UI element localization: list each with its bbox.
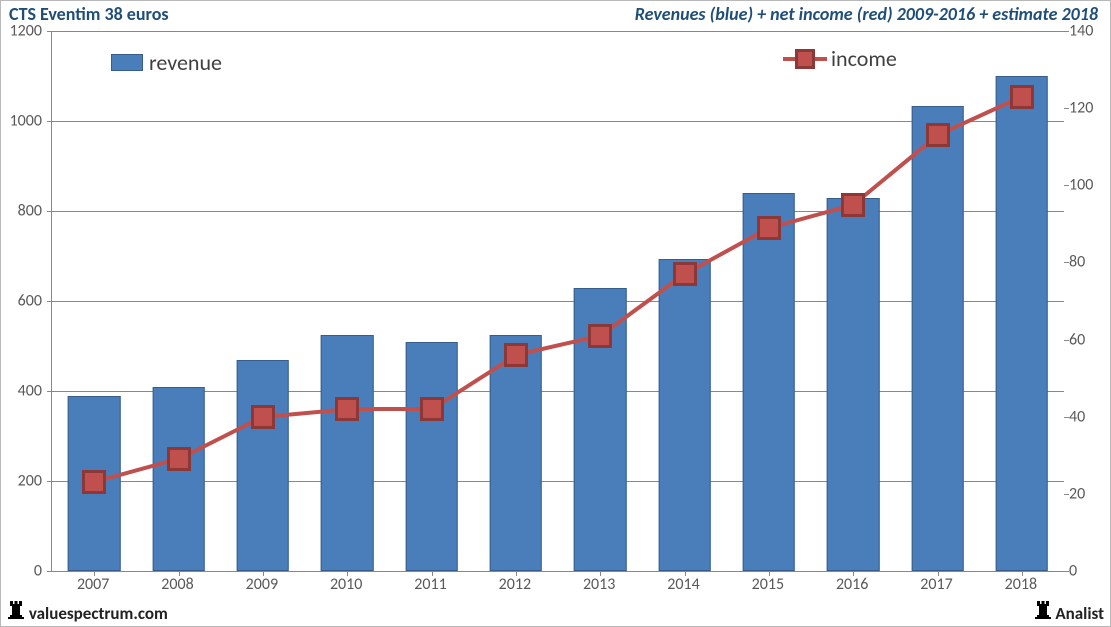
line-marker <box>588 324 612 348</box>
bar <box>237 360 290 571</box>
footer-left: valuespectrum.com <box>7 599 168 624</box>
ytick-left: 600 <box>2 292 42 311</box>
plot-area <box>51 31 1064 572</box>
xtick: 2017 <box>895 575 979 594</box>
chart-header: CTS Eventim 38 euros Revenues (blue) + n… <box>1 1 1110 29</box>
line-marker <box>841 193 865 217</box>
xtick: 2009 <box>220 575 304 594</box>
bar <box>658 259 711 572</box>
ytick-left: 1000 <box>2 112 42 131</box>
plot-wrap <box>51 31 1063 571</box>
chart-container: CTS Eventim 38 euros Revenues (blue) + n… <box>0 0 1111 627</box>
xtick: 2016 <box>810 575 894 594</box>
ytick-left: 200 <box>2 472 42 491</box>
bar <box>152 387 205 571</box>
xtick: 2012 <box>473 575 557 594</box>
line-marker <box>335 397 359 421</box>
legend-swatch-bar <box>111 54 143 71</box>
title-right: Revenues (blue) + net income (red) 2009-… <box>635 3 1098 25</box>
ytick-left: 0 <box>2 562 42 581</box>
xtick: 2010 <box>304 575 388 594</box>
xtick: 2018 <box>979 575 1063 594</box>
ytick-mark-left <box>47 31 52 32</box>
line-marker <box>673 262 697 286</box>
legend-income-label: income <box>831 45 897 72</box>
footer-left-text: valuespectrum.com <box>29 603 168 624</box>
ytick-right: 140 <box>1069 22 1109 41</box>
line-marker <box>82 470 106 494</box>
footer: valuespectrum.com Analist <box>7 599 1104 624</box>
ytick-mark-left <box>47 121 52 122</box>
xtick: 2008 <box>136 575 220 594</box>
bar <box>405 342 458 571</box>
xtick: 2015 <box>726 575 810 594</box>
ytick-right: 120 <box>1069 99 1109 118</box>
xtick: 2007 <box>51 575 135 594</box>
rook-icon <box>1034 599 1052 624</box>
line-marker <box>1010 85 1034 109</box>
xtick: 2014 <box>642 575 726 594</box>
ytick-mark-left <box>47 391 52 392</box>
legend-revenue: revenue <box>111 49 222 76</box>
ytick-mark-left <box>47 211 52 212</box>
ytick-right: 20 <box>1069 484 1109 503</box>
line-marker <box>167 447 191 471</box>
ytick-right: 40 <box>1069 407 1109 426</box>
legend-income: income <box>783 45 897 72</box>
line-marker <box>504 343 528 367</box>
ytick-right: 80 <box>1069 253 1109 272</box>
line-marker <box>420 397 444 421</box>
xtick: 2011 <box>389 575 473 594</box>
bar <box>996 76 1049 571</box>
ytick-left: 400 <box>2 382 42 401</box>
bar <box>743 193 796 571</box>
ytick-right: 60 <box>1069 330 1109 349</box>
line-marker <box>251 405 275 429</box>
line-marker <box>926 123 950 147</box>
footer-right: Analist <box>1034 599 1105 624</box>
bar <box>911 106 964 572</box>
bar <box>827 198 880 571</box>
legend-swatch-line <box>783 47 827 71</box>
ytick-right: 100 <box>1069 176 1109 195</box>
bar <box>321 335 374 571</box>
ytick-left: 800 <box>2 202 42 221</box>
ytick-left: 1200 <box>2 22 42 41</box>
bar <box>490 335 543 571</box>
footer-right-text: Analist <box>1055 603 1104 624</box>
ytick-mark-left <box>47 571 52 572</box>
ytick-mark-left <box>47 481 52 482</box>
rook-icon <box>7 599 25 624</box>
gridline <box>52 31 1064 32</box>
legend-revenue-label: revenue <box>149 49 222 76</box>
ytick-right: 0 <box>1069 562 1109 581</box>
line-marker <box>757 216 781 240</box>
xtick: 2013 <box>557 575 641 594</box>
ytick-mark-left <box>47 301 52 302</box>
